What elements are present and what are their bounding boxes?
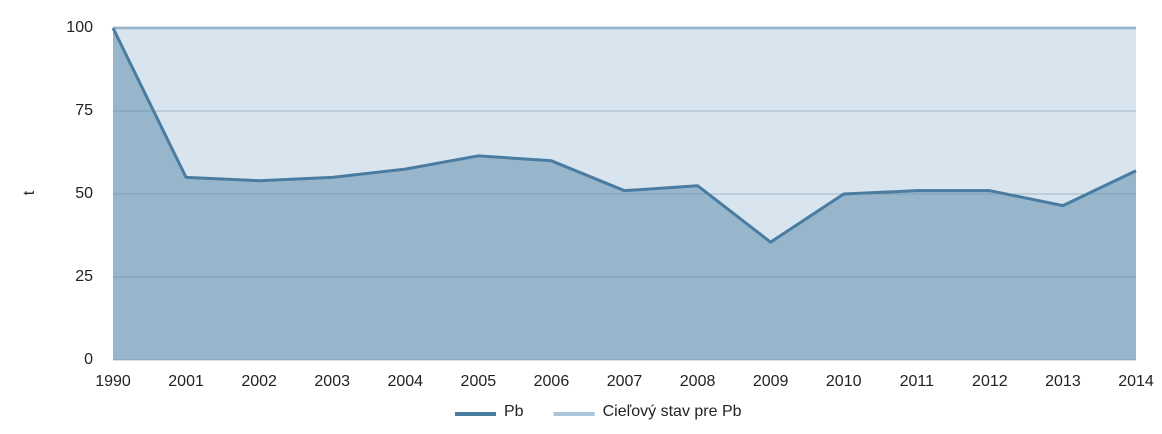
y-axis-label: t: [21, 190, 38, 195]
y-tick-label: 50: [75, 185, 93, 202]
x-tick-label: 2003: [314, 373, 350, 390]
y-tick-label: 75: [75, 102, 93, 119]
x-tick-label: 2011: [900, 373, 935, 390]
x-tick-label: 1990: [95, 373, 131, 390]
legend-label: Cieľový stav pre Pb: [603, 403, 742, 420]
x-tick-label: 2013: [1045, 373, 1081, 390]
x-tick-label: 2012: [972, 373, 1008, 390]
y-tick-label: 25: [75, 268, 93, 285]
legend-label: Pb: [504, 403, 524, 420]
x-tick-label: 2005: [461, 373, 497, 390]
x-tick-label: 2001: [168, 373, 204, 390]
y-tick-label: 0: [84, 351, 93, 368]
x-tick-label: 2006: [534, 373, 570, 390]
x-tick-label: 2008: [680, 373, 716, 390]
x-tick-label: 2009: [753, 373, 789, 390]
x-tick-label: 2004: [387, 373, 423, 390]
x-tick-label: 2002: [241, 373, 277, 390]
x-tick-label: 2007: [607, 373, 643, 390]
x-tick-label: 2014: [1118, 373, 1154, 390]
x-tick-label: 2010: [826, 373, 862, 390]
area-line: [111, 27, 1137, 244]
area-fill: [113, 28, 1136, 360]
area-fill: [113, 28, 1136, 360]
y-tick-label: 100: [66, 19, 93, 36]
